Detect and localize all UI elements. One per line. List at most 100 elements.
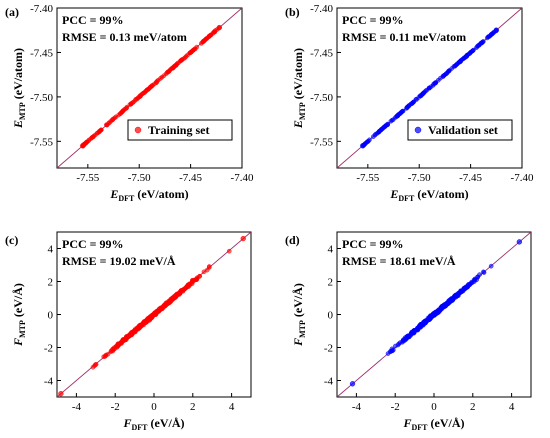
y-tick-label: -7.45 <box>30 47 53 59</box>
annotation: PCC = 99% <box>62 237 124 251</box>
data-point <box>142 90 148 95</box>
data-point <box>454 293 460 299</box>
legend: Validation set <box>407 119 513 141</box>
x-tick-label: -7.45 <box>179 172 202 184</box>
data-point <box>404 335 409 340</box>
panel-label: (c) <box>5 233 18 247</box>
data-point <box>461 55 467 61</box>
data-point <box>84 139 90 145</box>
data-point <box>118 340 124 346</box>
data-points <box>360 27 499 149</box>
data-point <box>462 285 468 291</box>
data-points <box>58 235 246 397</box>
data-point <box>442 72 447 78</box>
data-point <box>58 391 64 397</box>
x-tick-label: 2 <box>190 401 196 413</box>
annotation: RMSE = 0.13 meV/atom <box>62 30 187 44</box>
data-point <box>417 93 423 99</box>
data-point <box>488 263 494 269</box>
panel-label: (a) <box>5 5 19 19</box>
x-tick-label: -7.55 <box>356 172 379 184</box>
y-tick-label: -4 <box>44 376 54 388</box>
annotation: PCC = 99% <box>342 237 404 251</box>
data-point <box>441 303 447 309</box>
plot-frame <box>56 7 243 169</box>
data-point <box>128 101 134 106</box>
data-point <box>110 116 116 122</box>
data-point <box>103 353 109 358</box>
y-tick-label: -7.55 <box>30 136 53 148</box>
y-axis-label: EMTP (eV/atom) <box>291 48 307 129</box>
data-point <box>158 76 163 81</box>
data-point <box>382 124 388 130</box>
y-tick-label: 4 <box>48 244 54 256</box>
data-point <box>373 131 378 137</box>
data-point <box>388 118 394 124</box>
data-point <box>204 267 210 273</box>
data-point <box>194 44 200 50</box>
data-point <box>129 331 134 337</box>
data-point <box>419 321 424 327</box>
data-points <box>349 239 523 387</box>
data-point <box>423 88 429 94</box>
data-point <box>184 285 189 290</box>
x-tick-label: -7.50 <box>128 172 151 184</box>
x-tick-label: -7.40 <box>511 172 534 184</box>
x-tick-label: -7.45 <box>459 172 482 184</box>
data-point <box>422 320 428 326</box>
data-point <box>192 277 197 283</box>
data-point <box>399 110 404 115</box>
data-point <box>178 288 184 293</box>
data-point <box>493 27 499 33</box>
y-tick-label: 2 <box>328 277 334 289</box>
data-point <box>93 362 99 367</box>
data-point <box>429 314 435 320</box>
x-axis-label: FDFT (eV/Å) <box>123 416 185 432</box>
y-tick-label: -2 <box>44 343 53 355</box>
data-point <box>166 300 172 306</box>
data-point <box>377 128 383 134</box>
data-point <box>149 314 155 319</box>
data-point <box>404 106 409 111</box>
data-point <box>360 143 366 149</box>
data-point <box>472 276 478 282</box>
data-point <box>138 322 143 328</box>
legend: Training set <box>127 119 233 141</box>
annotation: RMSE = 19.02 meV/Å <box>62 254 176 268</box>
data-point <box>216 24 223 31</box>
data-point <box>406 103 412 108</box>
data-point <box>426 85 432 91</box>
data-point <box>120 109 125 114</box>
data-point <box>206 33 212 39</box>
x-tick-label: -7.40 <box>231 172 254 184</box>
data-point <box>95 130 101 136</box>
legend-box <box>127 119 233 141</box>
y-tick-label: 0 <box>328 310 334 322</box>
x-axis-label: EDFT (eV/atom) <box>109 187 188 203</box>
y-tick-label: -7.40 <box>30 3 53 15</box>
x-axis-label: FDFT (eV/Å) <box>403 416 465 432</box>
data-point <box>470 48 476 53</box>
y-tick-label: -7.50 <box>310 92 333 104</box>
y-axis-label: EMTP (eV/atom) <box>11 48 27 129</box>
data-point <box>110 346 116 352</box>
y-axis-label: FMTP (eV/Å) <box>291 283 307 347</box>
panel-d: -4 -2 0 2 4 -4 -2 0 2 4 (d) PCC = 99% RMSE = 18.61 m… <box>285 231 532 432</box>
x-tick-label: -2 <box>391 401 400 413</box>
data-point <box>185 52 190 58</box>
x-tick-label: -7.55 <box>76 172 99 184</box>
y-tick-label: -7.40 <box>310 3 333 15</box>
y-tick-label: 2 <box>48 277 54 289</box>
x-tick-label: 2 <box>470 401 476 413</box>
data-point <box>165 69 171 75</box>
legend-marker <box>134 126 142 134</box>
y-tick-label: 4 <box>328 244 334 256</box>
data-point <box>170 65 176 70</box>
data-point <box>80 143 86 149</box>
data-point <box>432 80 438 86</box>
y-tick-label: -7.55 <box>310 136 333 148</box>
y-tick-label: 0 <box>48 310 54 322</box>
data-point <box>203 37 208 42</box>
annotation: PCC = 99% <box>62 13 124 27</box>
x-tick-label: 4 <box>509 401 515 413</box>
